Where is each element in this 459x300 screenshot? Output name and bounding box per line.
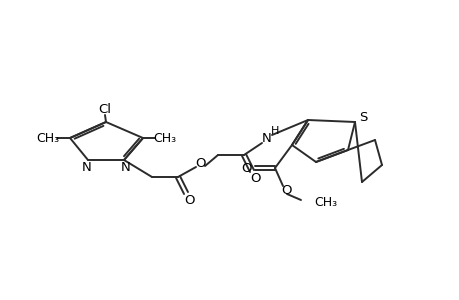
- Text: O: O: [250, 172, 261, 184]
- Text: N: N: [262, 131, 271, 145]
- Text: S: S: [358, 110, 366, 124]
- Text: Cl: Cl: [98, 103, 111, 116]
- Text: CH₃: CH₃: [153, 131, 176, 145]
- Text: O: O: [196, 157, 206, 169]
- Text: O: O: [241, 161, 252, 175]
- Text: CH₃: CH₃: [313, 196, 336, 208]
- Text: N: N: [82, 160, 92, 173]
- Text: H: H: [270, 126, 279, 136]
- Text: N: N: [121, 160, 131, 173]
- Text: CH₃: CH₃: [36, 131, 59, 145]
- Text: O: O: [185, 194, 195, 206]
- Text: O: O: [281, 184, 291, 197]
